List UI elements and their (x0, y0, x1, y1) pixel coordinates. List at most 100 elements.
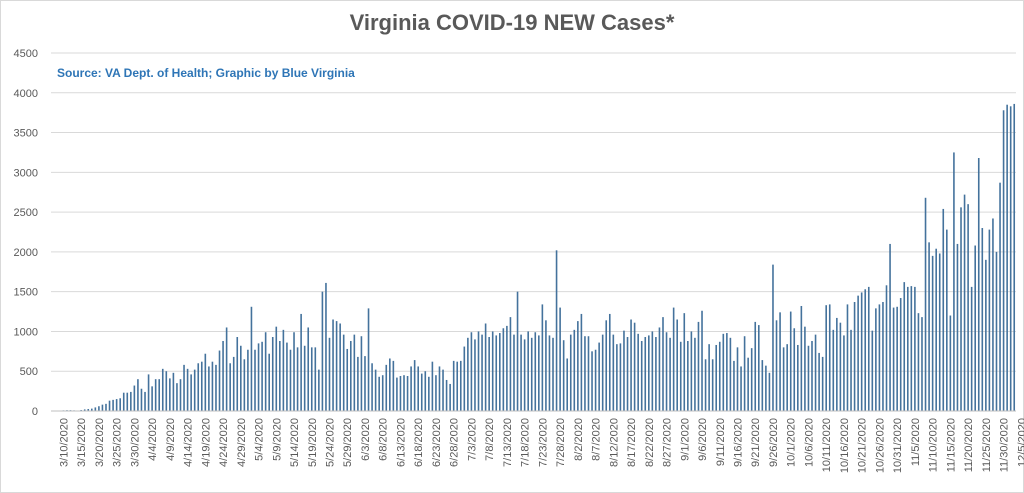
bar (332, 319, 334, 411)
bar (296, 347, 299, 411)
x-tick-label: 11/15/2020 (945, 418, 957, 472)
bar (672, 307, 675, 411)
x-tick-label: 4/9/2020 (165, 418, 177, 461)
y-tick-label: 4000 (14, 88, 38, 100)
bar (953, 152, 955, 411)
bar (587, 336, 590, 411)
bar (633, 322, 636, 411)
bar (882, 302, 884, 411)
bar (889, 243, 891, 411)
bar (768, 372, 771, 411)
bar (250, 306, 253, 411)
x-tick-label: 10/31/2020 (892, 418, 904, 473)
bar (605, 320, 608, 411)
bar (821, 356, 824, 411)
x-tick-label: 3/10/2020 (58, 418, 70, 467)
x-tick-label: 7/3/2020 (466, 418, 478, 461)
bar (1009, 106, 1012, 412)
bar (977, 158, 980, 411)
bar (449, 383, 451, 411)
bar (914, 286, 916, 411)
bar (378, 376, 380, 411)
bar (626, 337, 629, 411)
bar (314, 347, 317, 411)
x-tick-label: 10/1/2020 (786, 418, 798, 467)
bar (743, 336, 746, 411)
bar (992, 218, 994, 411)
bar (726, 333, 728, 411)
bar (442, 369, 444, 411)
bar (651, 331, 654, 411)
bar (346, 348, 349, 411)
y-tick-label: 1500 (14, 287, 38, 299)
bar (665, 332, 668, 411)
bar (616, 344, 618, 411)
bar (899, 298, 902, 411)
x-tick-label: 10/26/2020 (874, 418, 886, 473)
bar (197, 363, 200, 411)
bar (424, 371, 427, 411)
bar (935, 248, 937, 411)
bar (637, 333, 639, 411)
x-tick-label: 8/27/2020 (662, 418, 674, 467)
y-tick-label: 1000 (14, 326, 38, 338)
bar (541, 304, 544, 411)
bar (193, 369, 196, 411)
bar (648, 335, 650, 411)
bar (867, 286, 870, 411)
x-tick-label: 8/2/2020 (573, 418, 585, 461)
bar (775, 320, 778, 411)
bar (112, 399, 114, 411)
bar (183, 364, 185, 411)
bar (704, 359, 707, 411)
bar (601, 334, 604, 411)
x-tick-label: 4/14/2020 (183, 418, 195, 467)
bar (811, 340, 813, 411)
bar (715, 344, 718, 411)
x-tick-label: 8/22/2020 (644, 418, 656, 467)
bar (339, 323, 341, 411)
bar (417, 366, 419, 411)
x-tick-label: 4/19/2020 (200, 418, 212, 467)
bar (800, 305, 803, 411)
bar (999, 182, 1001, 411)
x-tick-label: 11/25/2020 (981, 418, 993, 472)
bar (190, 374, 192, 411)
bar (963, 194, 966, 411)
bar (318, 369, 320, 411)
bar (268, 353, 270, 411)
x-tick-label: 11/20/2020 (963, 418, 975, 472)
bar (396, 377, 398, 411)
bar (381, 375, 384, 411)
bar (718, 341, 721, 411)
bar (91, 408, 93, 411)
x-tick-label: 6/23/2020 (431, 418, 443, 467)
x-tick-label: 5/14/2020 (289, 418, 301, 467)
bar (949, 315, 952, 411)
x-tick-label: 10/16/2020 (839, 418, 851, 473)
x-tick-label: 3/15/2020 (76, 418, 88, 467)
bar (328, 337, 331, 411)
bar (960, 207, 962, 411)
x-tick-label: 9/11/2020 (715, 418, 727, 466)
bar (807, 345, 810, 411)
bar (523, 339, 526, 411)
bar (186, 368, 189, 411)
chart-title: Virginia COVID-19 NEW Cases* (349, 10, 675, 35)
bar (942, 208, 945, 411)
bar (843, 335, 845, 411)
bar (158, 379, 161, 411)
bar (846, 304, 849, 411)
bar (257, 343, 260, 411)
x-tick-label: 7/18/2020 (520, 418, 532, 467)
bar (126, 392, 129, 411)
bar (552, 337, 554, 411)
bar (399, 376, 402, 411)
bar (765, 365, 767, 411)
bar (669, 337, 671, 411)
bar (179, 379, 182, 411)
bar (406, 376, 409, 411)
bar (122, 392, 125, 411)
bar (413, 360, 416, 411)
